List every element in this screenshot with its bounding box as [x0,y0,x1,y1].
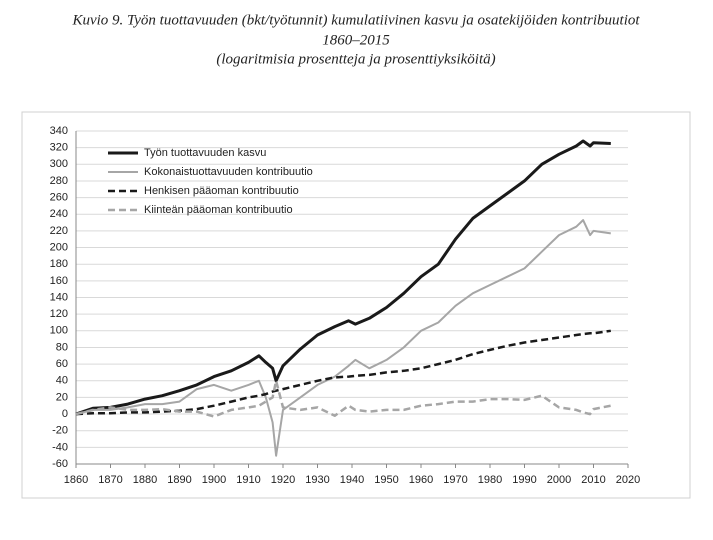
x-tick-label: 1980 [478,474,502,486]
y-tick-label: 160 [50,275,68,287]
y-tick-label: 260 [50,192,68,204]
y-tick-label: 240 [50,208,68,220]
chart-note: (logaritmisia prosentteja ja prosenttiyk… [216,51,495,67]
series-line [75,329,611,416]
y-tick-label: 340 [50,125,68,137]
x-tick-label: 1950 [374,474,398,486]
x-tick-label: 1940 [340,474,364,486]
y-tick-label: 300 [50,158,68,170]
series-line [75,139,611,416]
y-tick-label: 200 [50,241,68,253]
x-tick-label: 1860 [64,474,88,486]
chart-frame [21,111,691,499]
series-line [75,219,611,457]
y-tick-label: 100 [50,325,68,337]
y-tick-label: 140 [50,291,68,303]
y-tick-label: 80 [56,341,68,353]
y-tick-label: 180 [50,258,68,270]
x-tick-label: 2010 [581,474,605,486]
x-tick-label: 1880 [133,474,157,486]
x-tick-label: 2000 [547,474,571,486]
x-tick-label: 1870 [98,474,122,486]
y-tick-label: 120 [50,308,68,320]
x-tick-label: 1890 [167,474,191,486]
series-line [75,379,612,418]
x-tick-label: 1970 [443,474,467,486]
y-tick-label: 0 [62,408,68,420]
x-tick-label: 2020 [616,474,640,486]
chart-title: Kuvio 9. Työn tuottavuuden (bkt/työtunni… [71,12,640,28]
x-tick-label: 1930 [305,474,329,486]
x-tick-label: 1960 [409,474,433,486]
y-tick-label: 60 [56,358,68,370]
legend-label: Kiinteän pääoman kontribuutio [144,204,293,216]
y-tick-label: 280 [50,175,68,187]
x-tick-label: 1900 [202,474,226,486]
y-tick-label: -20 [52,425,68,437]
y-tick-label: -40 [52,441,68,453]
y-tick-label: 20 [56,391,68,403]
chart-subtitle: 1860–2015 [322,32,390,48]
x-tick-label: 1990 [512,474,536,486]
y-tick-label: 320 [50,142,68,154]
legend-label: Kokonaistuottavuuden kontribuutio [144,166,313,178]
y-tick-label: -60 [52,458,68,470]
y-tick-label: 220 [50,225,68,237]
x-tick-label: 1910 [236,474,260,486]
legend-label: Työn tuottavuuden kasvu [144,147,266,159]
x-tick-label: 1920 [271,474,295,486]
legend-label: Henkisen pääoman kontribuutio [144,185,299,197]
y-tick-label: 40 [56,375,68,387]
